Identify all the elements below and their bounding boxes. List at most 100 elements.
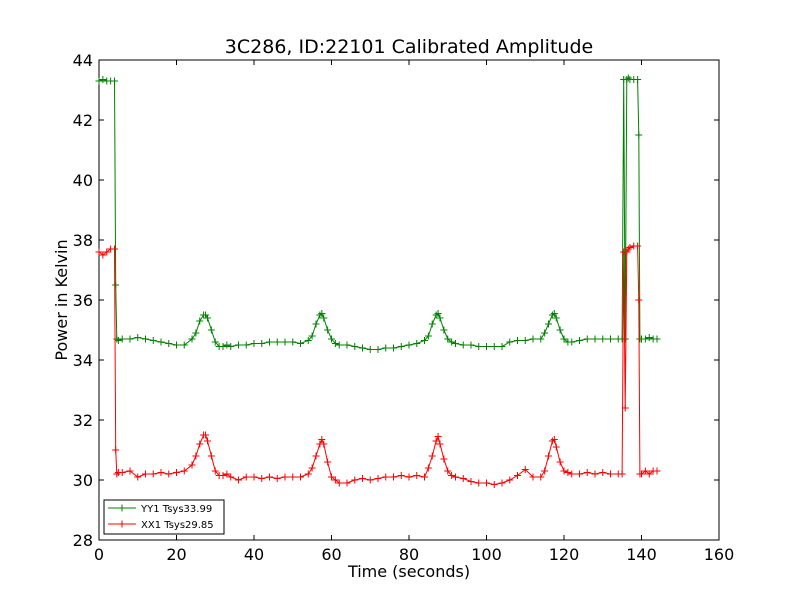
data-point [635, 296, 643, 304]
data-point [506, 476, 514, 484]
data-point [95, 77, 103, 85]
data-point [273, 475, 281, 482]
data-point [211, 338, 219, 346]
data-point [204, 314, 211, 322]
data-point [550, 310, 558, 317]
data-point [529, 335, 537, 343]
data-point [638, 470, 645, 478]
data-point [223, 470, 231, 478]
data-point [541, 329, 549, 337]
legend: YY1 Tsys33.99 XX1 Tsys29.85 [103, 499, 225, 535]
legend-box [103, 499, 225, 535]
data-point [626, 244, 634, 251]
data-point [550, 436, 558, 443]
data-point [440, 455, 448, 463]
x-tick-label: 160 [704, 545, 735, 564]
data-point [204, 437, 211, 445]
data-point [324, 458, 332, 466]
data-point [111, 77, 118, 85]
data-point [297, 473, 304, 481]
data-point [328, 335, 335, 343]
legend-label-2: XX1 Tsys29.85 [141, 520, 214, 531]
data-point [521, 337, 529, 344]
data-point [312, 320, 320, 328]
x-axis-label: Time (seconds) [347, 562, 470, 581]
data-point [118, 469, 126, 476]
ticks-layer: 0 20 40 60 80 100 120 140 160 28 30 32 34 36 38 40 42 44 [73, 51, 735, 564]
data-point [242, 473, 250, 481]
data-point [343, 479, 351, 487]
data-point [359, 344, 366, 352]
data-point [428, 452, 436, 460]
data-point [452, 340, 459, 347]
data-point [607, 335, 614, 343]
data-point [289, 473, 297, 481]
data-point [436, 314, 444, 322]
data-point [207, 452, 215, 460]
data-point [112, 281, 120, 289]
data-point [568, 338, 576, 346]
data-point [397, 472, 405, 479]
data-point [440, 326, 448, 334]
data-point [165, 340, 173, 347]
data-point [219, 343, 227, 350]
x-tick-label: 120 [549, 545, 580, 564]
data-point [405, 341, 413, 349]
data-point [219, 472, 227, 479]
data-point [281, 338, 289, 346]
data-point [103, 248, 111, 256]
data-point [304, 337, 312, 344]
data-point [576, 337, 583, 344]
data-point [366, 476, 374, 484]
data-point [434, 433, 442, 440]
data-point [308, 332, 316, 340]
data-point [560, 335, 568, 343]
data-point [196, 317, 204, 325]
data-point [250, 340, 258, 347]
data-point [318, 436, 326, 443]
data-point [223, 341, 231, 349]
data-point [297, 340, 304, 347]
data-point [483, 343, 490, 350]
data-point [448, 472, 456, 479]
y-tick-label: 40 [73, 171, 93, 190]
data-point [618, 470, 626, 478]
y-tick-label: 38 [73, 231, 93, 250]
data-point [250, 473, 258, 481]
data-point [273, 338, 281, 346]
x-tick-label: 60 [321, 545, 341, 564]
data-point [180, 341, 188, 349]
data-point [599, 335, 607, 343]
data-point [390, 473, 397, 481]
data-point [382, 344, 390, 352]
data-point [421, 337, 428, 344]
data-point [202, 431, 210, 439]
data-point [432, 437, 440, 445]
data-point [134, 473, 142, 481]
data-point [118, 335, 126, 343]
data-point [564, 469, 572, 476]
data-point [591, 470, 599, 478]
legend-marker-2 [118, 520, 126, 528]
data-point [599, 469, 607, 476]
data-point [623, 248, 631, 256]
data-point [335, 341, 343, 349]
data-point [413, 340, 421, 347]
data-point [444, 335, 452, 343]
data-point [641, 467, 649, 475]
y-tick-label: 44 [73, 51, 93, 70]
x-tick-label: 0 [94, 545, 104, 564]
data-point [328, 473, 335, 481]
data-point [635, 131, 643, 139]
data-point [436, 440, 444, 448]
x-tick-label: 80 [399, 545, 419, 564]
data-point [405, 473, 413, 481]
y-tick-label: 36 [73, 291, 93, 310]
data-point [165, 470, 173, 478]
data-point [560, 467, 568, 475]
data-point [188, 461, 196, 469]
data-point [624, 74, 632, 82]
data-point [498, 343, 506, 350]
data-point [645, 470, 653, 478]
y-tick-label: 34 [73, 351, 93, 370]
